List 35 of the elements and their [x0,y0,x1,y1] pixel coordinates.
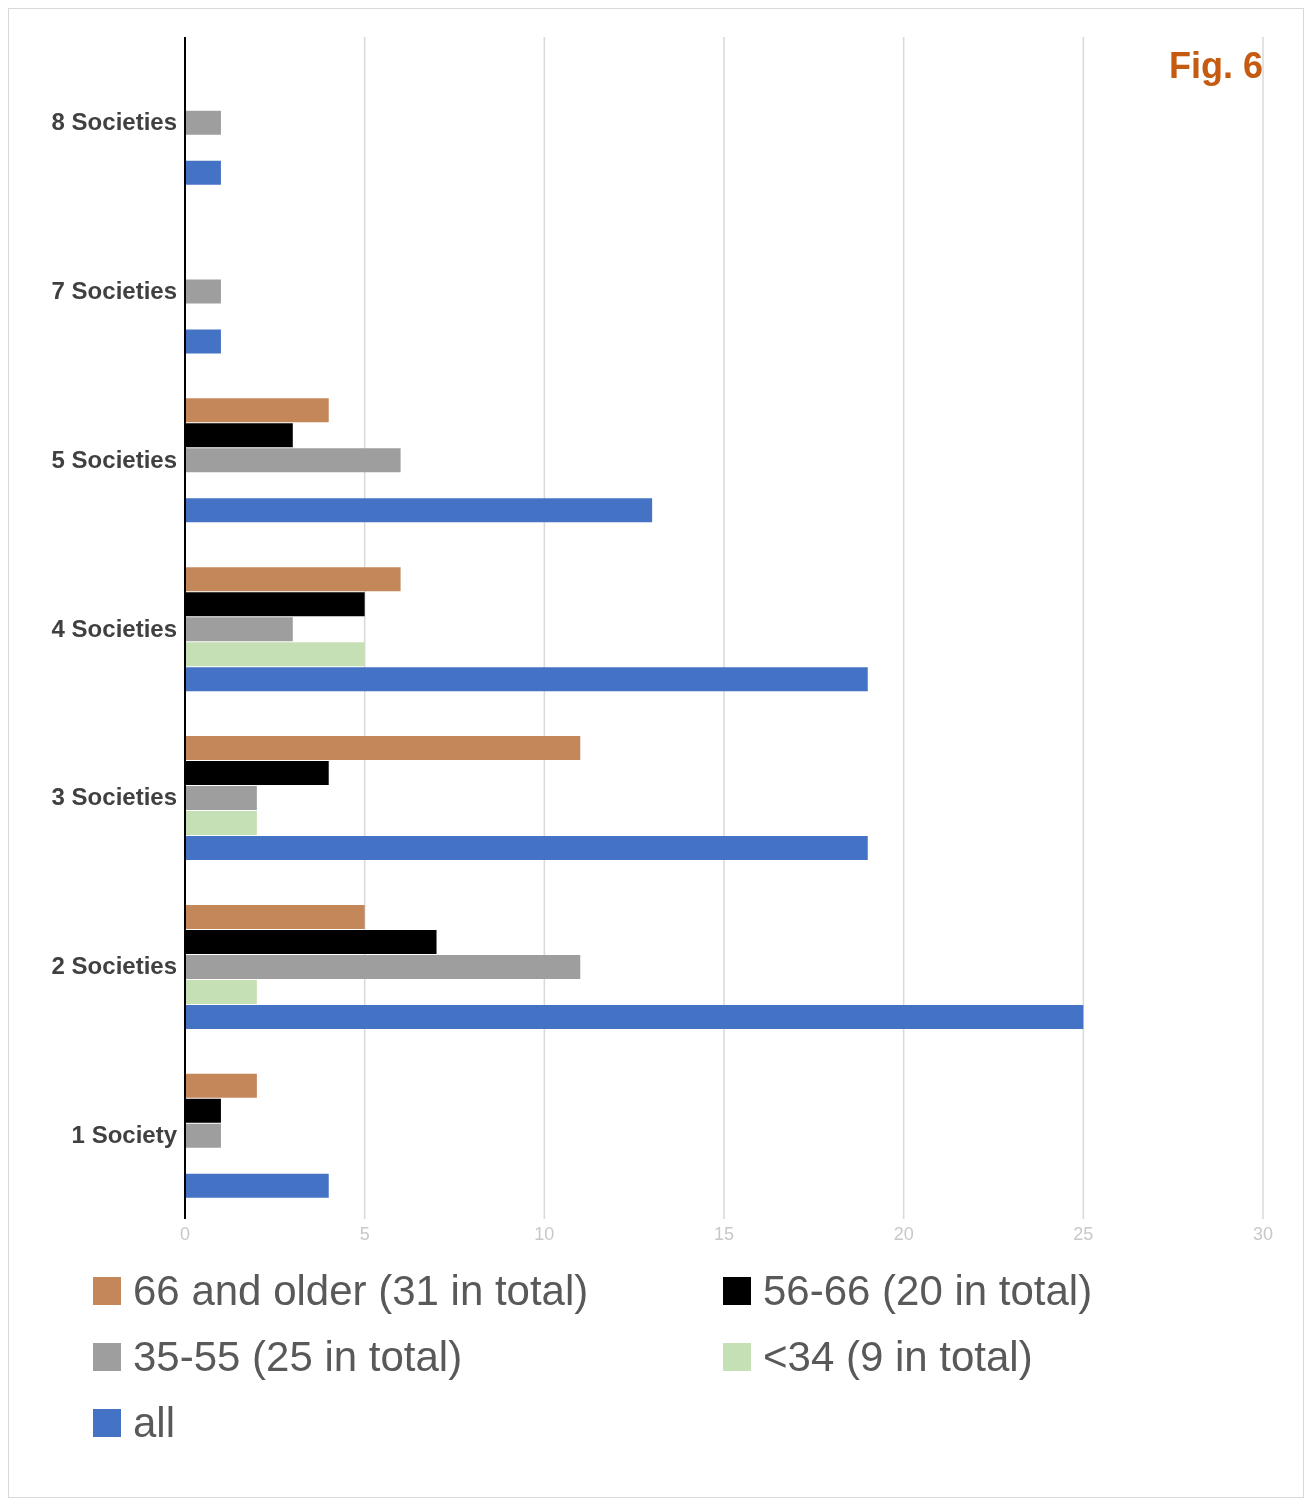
bar [185,1004,1084,1029]
bar [185,329,221,354]
bar [185,1173,329,1198]
bar [185,617,293,642]
y-tick-label: 3 Societies [51,783,177,811]
bar [185,642,365,667]
bar [185,811,257,836]
bar [185,448,401,473]
bar [185,498,653,523]
bar [185,904,365,929]
y-tick-label: 8 Societies [51,107,177,135]
bar [185,567,401,592]
legend-label: <34 (9 in total) [763,1333,1033,1381]
y-tick-label: 5 Societies [51,445,177,473]
bar [185,1073,257,1098]
bar [185,954,581,979]
bar [185,160,221,185]
chart-title: Fig. 6 [1168,45,1263,87]
bar [185,398,329,423]
y-tick-label: 4 Societies [51,614,177,642]
y-tick-label: 7 Societies [51,276,177,304]
bar [185,979,257,1004]
bar [185,279,221,304]
bar [185,736,581,761]
bar [185,836,868,861]
legend-label: 35-55 (25 in total) [133,1333,463,1381]
y-tick-label: 1 Society [71,1121,178,1149]
bar [185,1123,221,1148]
legend-label: 56-66 (20 in total) [763,1267,1093,1315]
bar [185,667,868,692]
y-tick-label: 2 Societies [51,952,177,980]
bar [185,110,221,135]
legend-label: 66 and older (31 in total) [133,1267,589,1315]
bar [185,786,257,811]
legend-label: all [133,1399,176,1447]
